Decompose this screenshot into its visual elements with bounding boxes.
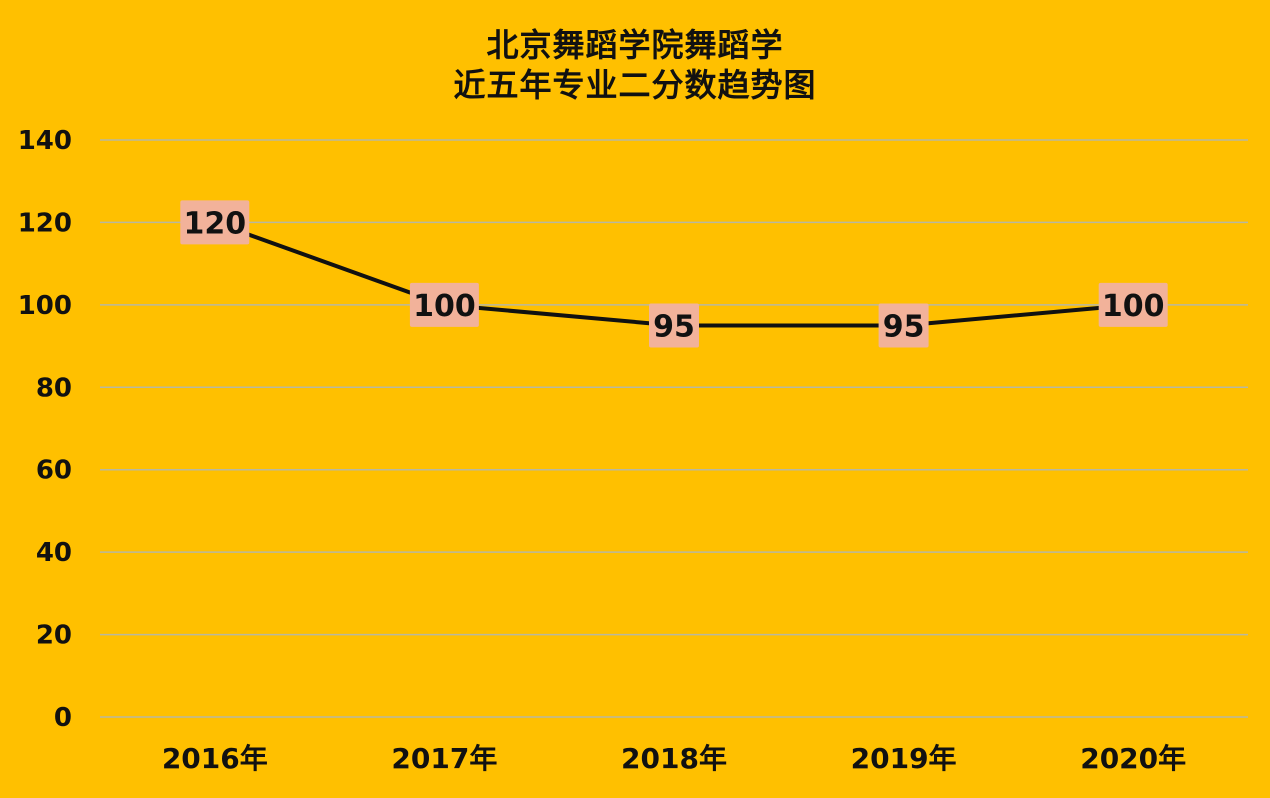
data-label-box [649,303,699,348]
x-tick-label: 2017年 [391,742,497,775]
x-tick-label: 2020年 [1080,742,1186,775]
data-label: 95 [653,309,695,344]
data-label-box [409,282,479,327]
data-label-box [878,303,929,348]
x-tick-label: 2016年 [162,742,268,775]
data-label-box [180,200,250,245]
y-tick-label: 140 [18,126,72,156]
data-label: 120 [183,206,246,241]
chart-title-line-1: 北京舞蹈学院舞蹈学 [486,26,784,64]
data-label: 100 [1102,289,1165,324]
y-tick-label: 20 [36,621,72,651]
y-tick-label: 0 [54,703,72,733]
y-tick-label: 120 [18,208,72,238]
data-label: 95 [883,309,925,344]
x-tick-label: 2019年 [851,742,957,775]
y-tick-label: 60 [36,456,72,486]
data-label: 100 [413,289,476,324]
data-label-box [1098,282,1168,327]
y-tick-label: 100 [18,291,72,321]
y-tick-label: 80 [36,373,72,403]
x-tick-label: 2018年 [621,742,727,775]
chart-title-line-2: 近五年专业二分数趋势图 [453,66,817,104]
y-tick-label: 40 [36,538,72,568]
